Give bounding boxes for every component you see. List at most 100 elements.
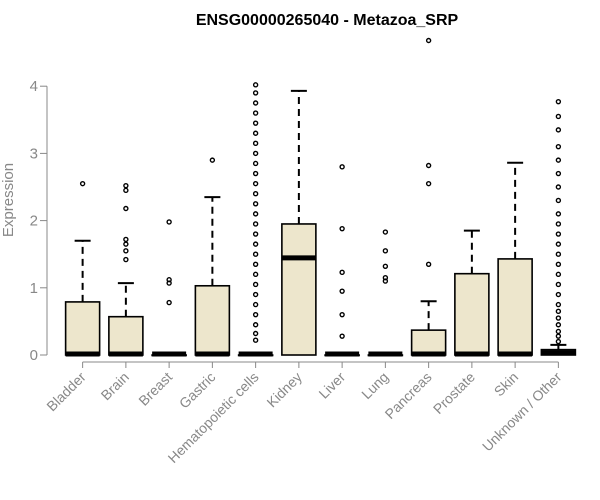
outlier-point (252, 251, 259, 257)
x-category-label: Breast (135, 369, 175, 409)
outlier-point (252, 322, 259, 328)
outlier-point (555, 241, 562, 247)
outlier-point (123, 187, 129, 194)
x-category-label: Brain (98, 369, 132, 403)
outlier-point (425, 180, 432, 187)
outlier-point (425, 261, 432, 267)
x-category-label: Kidney (263, 369, 305, 411)
outlier-point (555, 271, 562, 278)
outlier-point (382, 229, 389, 235)
outlier-point (166, 299, 172, 306)
x-category-label: Gastric (176, 369, 219, 412)
box-9 (454, 229, 490, 357)
x-category-label: Liver (315, 369, 348, 402)
x-category-label: Pancreas (382, 369, 435, 422)
outlier-point (252, 180, 259, 187)
y-tick-label: 1 (30, 280, 38, 297)
outlier-point (252, 90, 259, 96)
y-tick-label: 0 (30, 347, 38, 364)
box-rect (410, 329, 447, 356)
box-rect (281, 223, 317, 356)
outlier-point (252, 231, 259, 237)
box-6 (324, 164, 360, 357)
outlier-point (555, 197, 562, 204)
outlier-point (252, 82, 259, 88)
box-5 (281, 89, 317, 356)
box-3 (194, 157, 231, 357)
outlier-point (166, 277, 172, 283)
outlier-point (252, 201, 259, 207)
outlier-point (209, 157, 216, 163)
box-10 (497, 161, 533, 357)
outlier-point (555, 143, 562, 150)
y-tick-label: 4 (30, 78, 38, 95)
outlier-point (555, 221, 562, 227)
outlier-point (555, 322, 562, 328)
x-category-label: Prostate (430, 369, 478, 417)
outlier-point (252, 191, 259, 197)
x-category-label: Lung (358, 369, 391, 402)
outlier-point (555, 328, 562, 335)
outlier-point (79, 180, 86, 187)
outlier-point (252, 301, 259, 308)
outlier-point (555, 211, 562, 217)
outlier-point (382, 248, 389, 254)
outlier-point (555, 98, 562, 105)
outlier-point (555, 170, 562, 177)
outlier-point (252, 100, 259, 106)
outlier-point (123, 256, 129, 263)
outlier-point (252, 130, 259, 136)
outlier-point (252, 221, 259, 227)
outlier-point (252, 261, 259, 267)
outlier-point (252, 160, 259, 167)
outlier-point (252, 281, 259, 288)
outlier-point (555, 338, 562, 345)
outlier-point (425, 162, 432, 169)
y-axis-label: Expression (0, 163, 17, 237)
box-rect (454, 272, 490, 356)
outlier-point (252, 330, 259, 337)
outlier-point (123, 241, 129, 247)
box-rect (497, 258, 533, 356)
outlier-point (555, 184, 562, 190)
outlier-point (252, 311, 259, 318)
x-category-label: Skin (491, 369, 522, 400)
outlier-point (425, 37, 432, 44)
outlier-point (123, 182, 129, 189)
outlier-point (382, 275, 389, 281)
box-2 (151, 219, 187, 357)
outlier-point (252, 271, 259, 278)
box-rect (194, 284, 231, 356)
outlier-point (555, 315, 562, 321)
outlier-point (166, 219, 172, 225)
outlier-point (555, 113, 562, 120)
outlier-point (382, 263, 389, 269)
outlier-point (123, 236, 129, 243)
boxes-group (64, 37, 577, 357)
outlier-point (339, 311, 345, 318)
outlier-point (555, 261, 562, 267)
outlier-point (339, 225, 345, 232)
box-0 (64, 180, 101, 357)
box-4 (237, 82, 274, 357)
outlier-point (555, 231, 562, 237)
box-1 (108, 182, 144, 357)
outlier-point (252, 140, 259, 147)
box-7 (367, 229, 404, 357)
y-tick-label: 3 (30, 145, 38, 162)
x-category-label: Unknown / Other (479, 369, 565, 455)
box-8 (410, 37, 447, 357)
outlier-point (252, 150, 259, 157)
outlier-point (555, 308, 562, 315)
outlier-point (555, 157, 562, 163)
box-rect (108, 315, 144, 356)
outlier-point (252, 241, 259, 247)
outlier-point (252, 211, 259, 217)
box-11 (540, 98, 577, 356)
outlier-point (339, 288, 345, 294)
outlier-point (339, 333, 345, 339)
chart-title: ENSG00000265040 - Metazoa_SRP (196, 12, 459, 29)
outlier-point (555, 301, 562, 308)
